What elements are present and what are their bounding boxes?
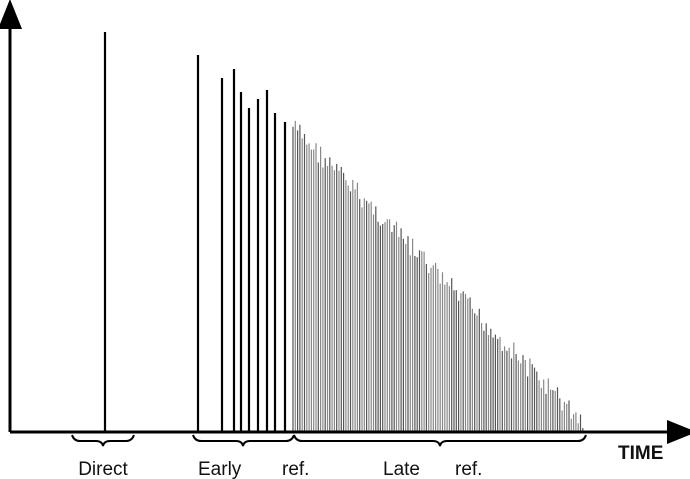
brace-direct xyxy=(71,434,135,447)
brace-late xyxy=(293,434,587,447)
label-late-ref: ref. xyxy=(455,459,482,479)
label-early-ref: ref. xyxy=(282,459,309,479)
label-late: Late xyxy=(383,459,420,479)
braces xyxy=(71,434,587,447)
brace-early xyxy=(192,434,295,447)
label-direct: Direct xyxy=(78,459,128,479)
label-early: Early xyxy=(198,459,242,479)
label-time: TIME xyxy=(618,443,663,464)
impulse-lines xyxy=(103,32,584,432)
